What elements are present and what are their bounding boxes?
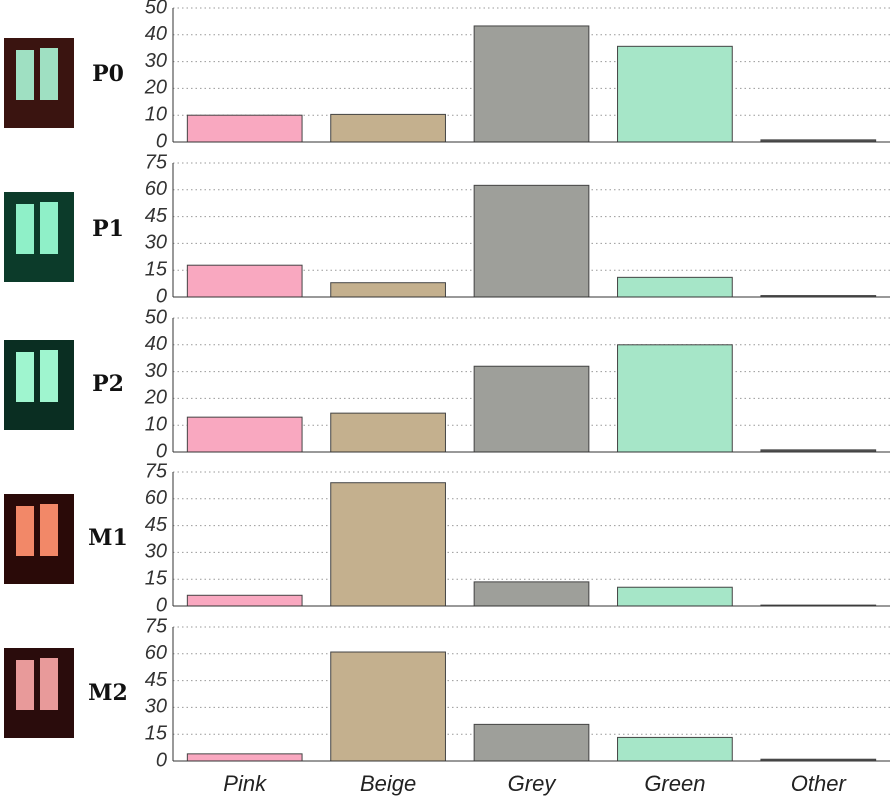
bar [186,753,303,762]
y-tick-label: 30 [145,232,167,254]
panel-label: P0 [92,61,124,87]
photo [4,38,74,128]
photo [4,648,74,738]
y-tick-label: 45 [145,669,168,691]
y-tick-label: 40 [145,333,167,355]
y-tick-label: 40 [145,23,167,45]
panel-label: M1 [88,525,128,551]
photo [40,202,58,254]
bar [617,276,733,298]
bar [473,581,590,607]
y-tick-label: 75 [145,615,168,637]
photo [4,340,74,430]
bar [186,114,303,143]
bar [186,264,303,298]
y-tick-label: 0 [156,440,167,462]
y-tick-label: 15 [145,567,168,589]
y-tick-label: 0 [156,130,167,152]
x-tick-label: Green [644,771,705,796]
y-tick-label: 20 [144,77,167,99]
x-tick-label: Other [791,771,848,796]
y-tick-label: 0 [156,749,167,771]
x-tick-label: Grey [508,771,558,796]
y-tick-label: 75 [145,460,168,482]
bar [473,723,590,762]
x-tick-label: Pink [223,771,267,796]
y-tick-label: 0 [156,285,167,307]
bar [330,412,446,453]
y-tick-label: 60 [145,178,167,200]
bar [617,344,733,453]
bar [617,736,733,762]
bar [617,45,733,143]
bar [186,594,303,607]
y-tick-label: 50 [145,0,167,18]
y-tick-label: 60 [145,642,167,664]
photo [40,504,58,556]
photo [4,192,74,282]
bar [330,113,446,143]
panel-label: P1 [92,216,124,242]
thumbnails [4,38,74,738]
photo [40,48,58,100]
photo [16,204,34,254]
bar [617,586,733,607]
y-tick-label: 0 [156,594,167,616]
bar [186,416,303,453]
photo [16,352,34,402]
y-tick-label: 30 [145,541,167,563]
photo [16,50,34,100]
y-tick-label: 10 [145,413,167,435]
y-tick-label: 60 [145,487,167,509]
y-tick-label: 20 [144,387,167,409]
y-tick-label: 45 [145,205,168,227]
bar [473,365,590,453]
y-tick-label: 10 [145,103,167,125]
y-tick-label: 45 [145,514,168,536]
y-tick-label: 50 [145,306,167,328]
photo [40,658,58,710]
bar [473,25,590,143]
y-tick-label: 30 [145,50,167,72]
bar [473,184,590,298]
x-tick-label: Beige [360,771,416,796]
panel-label: P2 [92,371,124,397]
photo [40,350,58,402]
y-tick-label: 15 [145,258,168,280]
bar [330,482,446,607]
y-tick-label: 30 [145,360,167,382]
bar [330,651,446,762]
photo [16,660,34,710]
y-tick-label: 75 [145,151,168,173]
y-tick-label: 30 [145,696,167,718]
y-tick-label: 15 [145,722,168,744]
bar [330,282,446,298]
photo [16,506,34,556]
photo [4,494,74,584]
panel-label: M2 [88,680,128,706]
